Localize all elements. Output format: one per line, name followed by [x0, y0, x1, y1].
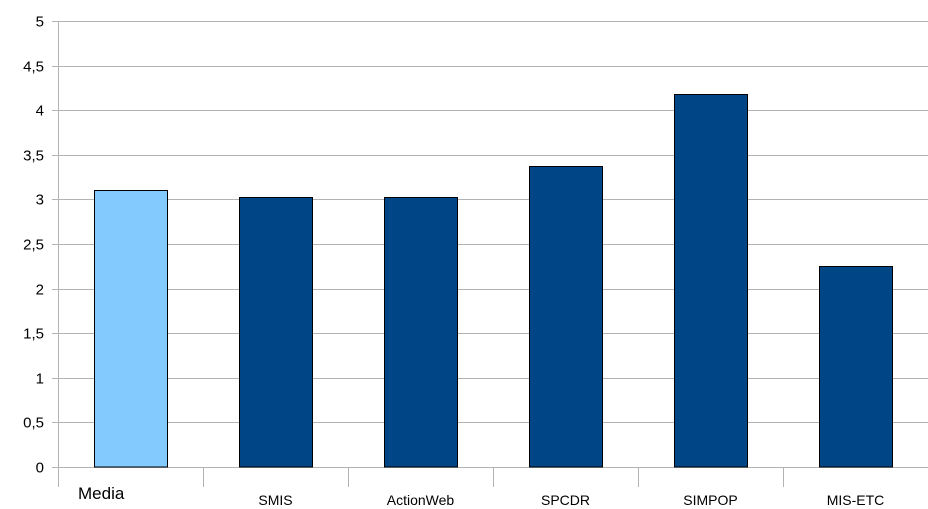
- bar-simpop: [674, 94, 748, 468]
- x-tick-label: ActionWeb: [387, 492, 455, 508]
- bar-actionweb: [384, 197, 458, 468]
- y-tick-label: 1: [36, 371, 44, 388]
- y-tick-label: 4: [36, 103, 44, 120]
- bar-smis: [239, 197, 313, 468]
- y-tick-label: 3,5: [23, 148, 44, 165]
- y-tick-label: 3: [36, 192, 44, 209]
- bar-media: [94, 190, 168, 468]
- y-tick-labels: 0 0,5 1 1,5 2 2,5 3 3,5 4 4,5 5: [23, 14, 44, 477]
- x-tick-label: Media: [78, 484, 125, 503]
- y-tick-label: 4,5: [23, 59, 44, 76]
- y-tick-label: 1,5: [23, 326, 44, 343]
- grid-lines: [58, 21, 928, 468]
- bar-spcdr: [529, 166, 603, 468]
- y-tick-label: 5: [36, 14, 44, 31]
- x-tick-label: SMIS: [258, 492, 292, 508]
- axes: [52, 21, 784, 487]
- x-tick-label: SIMPOP: [683, 492, 737, 508]
- x-tick-labels: Media SMIS ActionWeb SPCDR SIMPOP MIS-ETC: [78, 484, 884, 508]
- x-tick-label: SPCDR: [541, 492, 590, 508]
- y-tick-label: 0,5: [23, 415, 44, 432]
- bar-mis-etc: [819, 266, 893, 468]
- y-tick-label: 0: [36, 460, 44, 477]
- bars: [94, 94, 893, 468]
- y-tick-label: 2,5: [23, 237, 44, 254]
- y-tick-label: 2: [36, 282, 44, 299]
- x-tick-label: MIS-ETC: [827, 492, 885, 508]
